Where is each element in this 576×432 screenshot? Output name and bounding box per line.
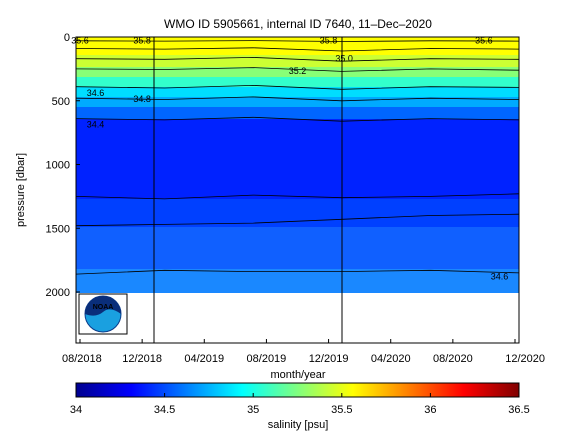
noaa-logo-text: NOAA [93,304,114,311]
contour-line [76,116,519,122]
colorbar-tick-label: 34 [70,404,82,416]
contour-label: 34.6 [87,88,105,98]
colorbar-tick-label: 36 [424,404,436,416]
band-34-55 [76,227,519,269]
x-tick-label: 12/2019 [309,353,349,365]
contour-label: 34.8 [133,94,151,104]
x-tick-label: 12/2018 [122,353,162,365]
x-tick-label: 12/2020 [505,353,545,365]
contour-label: 35.8 [320,36,338,46]
y-axis: 0 500 1000 1500 2000 [46,32,80,299]
noaa-logo: NOAA [78,293,128,335]
contour-label: 35.6 [475,36,493,46]
contour-label: 35.8 [133,36,151,46]
colorbar-tick-label: 36.5 [508,404,529,416]
contour-line [76,213,519,227]
x-tick-label: 04/2019 [184,353,224,365]
band-35-2 [76,77,519,87]
y-tick-label: 2000 [46,287,70,299]
y-tick-label: 1000 [46,160,70,172]
y-tick-label: 0 [64,32,70,44]
colorbar-ticks: 34 34.5 35 35.5 36 36.5 [70,393,530,416]
band-34-6-deep [76,269,519,293]
contour-lines [76,40,519,275]
band-35-4 [76,67,519,77]
colorbar [75,382,520,398]
contour-line [76,56,519,62]
band-35-6 [76,55,519,67]
heatmap-field [76,37,519,343]
contour-labels: 35.6 35.8 35.8 35.6 35.0 35.2 34.6 34.8 34.4 34.6 [71,36,508,282]
x-tick-label: 08/2020 [433,353,473,365]
contour-line [76,47,519,52]
contour-label: 35.0 [335,53,353,63]
colorbar-label: salinity [psu] [268,419,329,431]
x-tick-label: 04/2020 [371,353,411,365]
contour-line [76,67,519,72]
band-34-8 [76,97,519,107]
contour-line [76,269,519,275]
plot-frame [75,36,520,344]
x-tick-label: 08/2018 [62,353,102,365]
x-axis-label: month/year [270,369,325,381]
contour-line [76,84,519,90]
colorbar-tick-label: 35 [247,404,259,416]
x-tick-label: 08/2019 [247,353,287,365]
y-tick-label: 1500 [46,223,70,235]
band-35-0 [76,87,519,97]
contour-line [76,193,519,200]
y-axis-label: pressure [dbar] [15,153,27,227]
contour-label: 35.6 [71,36,89,46]
band-34-5 [76,199,519,227]
x-axis: 08/2018 12/2018 04/2019 08/2019 12/2019 04/20… [62,339,545,365]
contour-label: 34.4 [87,120,105,130]
chart-title: WMO ID 5905661, internal ID 7640, 11–Dec… [164,17,432,31]
contour-line [76,40,519,42]
band-35-8 [76,37,519,55]
y-tick-label: 500 [52,96,70,108]
contour-label: 35.2 [289,66,307,76]
no-data-region [76,293,519,343]
contour-label: 34.6 [491,271,509,281]
band-34-4 [76,119,519,199]
band-34-6 [76,107,519,119]
contour-line [76,96,519,102]
colorbar-tick-label: 34.5 [154,404,175,416]
colorbar-tick-label: 35.5 [331,404,352,416]
